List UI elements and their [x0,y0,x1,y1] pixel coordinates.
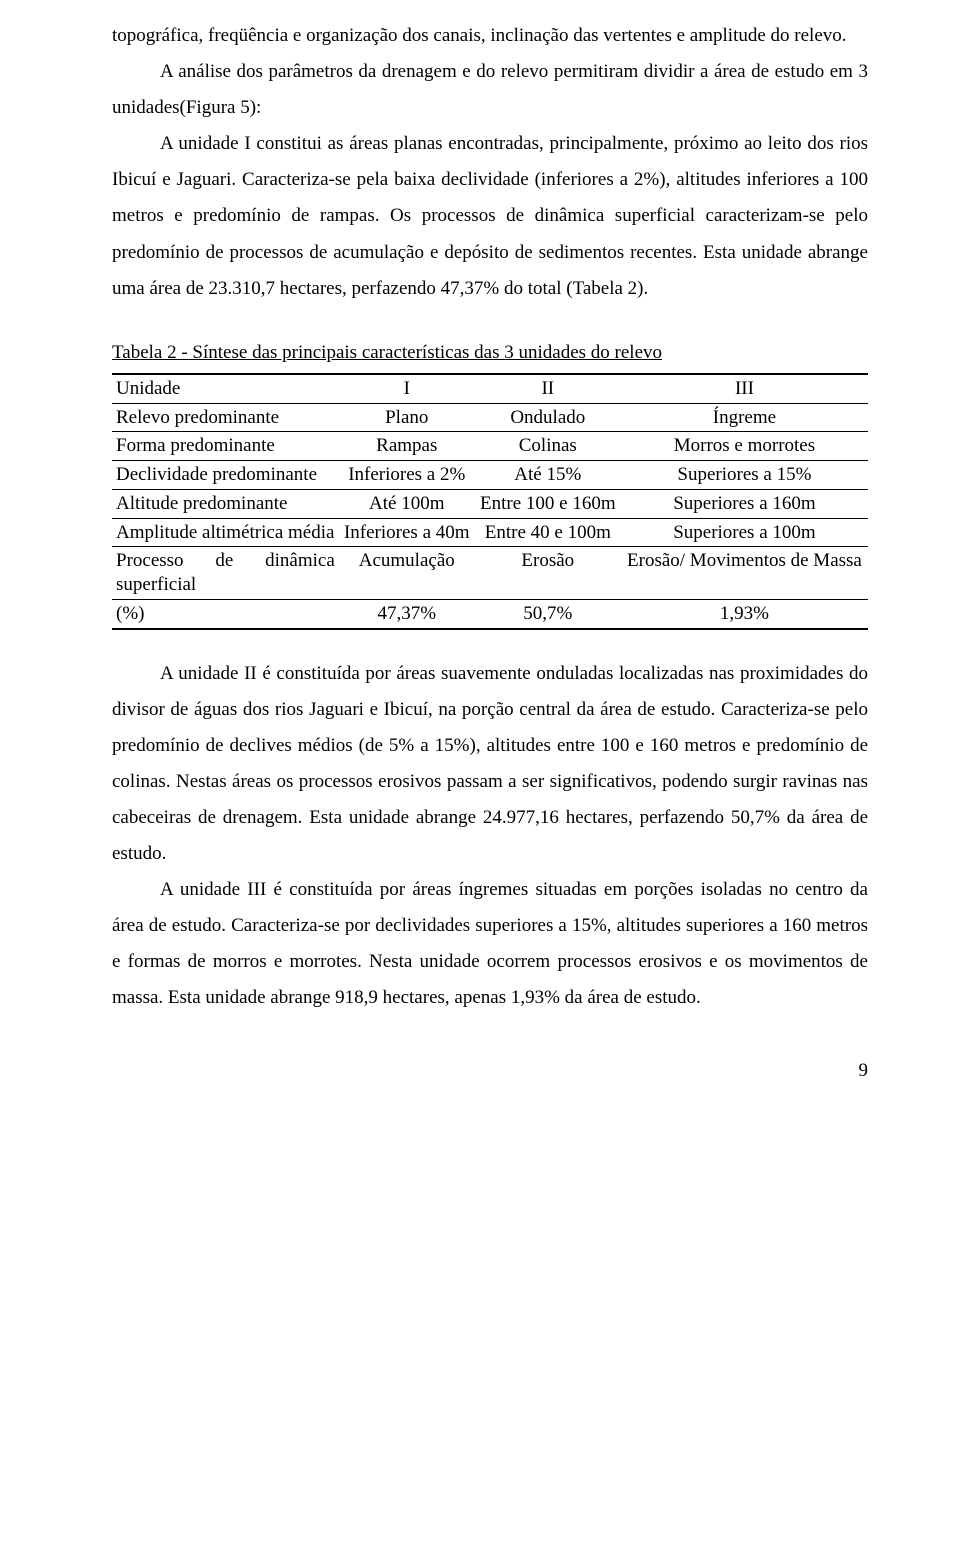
table-row: Relevo predominante Plano Ondulado Íngre… [112,403,868,432]
cell: Erosão/ Movimentos de Massa [621,547,868,600]
cell: 50,7% [475,599,621,628]
table-row: Altitude predominante Até 100m Entre 100… [112,489,868,518]
cell: Morros e morrotes [621,432,868,461]
cell: Superiores a 160m [621,489,868,518]
cell: Superiores a 15% [621,461,868,490]
paragraph-2: A análise dos parâmetros da drenagem e d… [112,54,868,126]
cell: Superiores a 100m [621,518,868,547]
cell-label: Altitude predominante [112,489,339,518]
document-page: topográfica, freqüência e organização do… [0,0,960,1129]
paragraph-4: A unidade II é constituída por áreas sua… [112,656,868,873]
cell: Entre 40 e 100m [475,518,621,547]
cell-label: (%) [112,599,339,628]
table-row: Forma predominante Rampas Colinas Morros… [112,432,868,461]
cell: Erosão [475,547,621,600]
cell: Acumulação [339,547,475,600]
cell: Até 15% [475,461,621,490]
table-header-row: Unidade I II III [112,374,868,403]
cell: Colinas [475,432,621,461]
table-caption: Tabela 2 - Síntese das principais caract… [112,335,868,371]
cell: Íngreme [621,403,868,432]
cell-label: Relevo predominante [112,403,339,432]
page-number: 9 [112,1053,868,1089]
paragraph-1: topográfica, freqüência e organização do… [112,18,868,54]
cell: Entre 100 e 160m [475,489,621,518]
cell: 1,93% [621,599,868,628]
cell: 47,37% [339,599,475,628]
cell: Rampas [339,432,475,461]
table-row: Amplitude altimétrica média Inferiores a… [112,518,868,547]
table-row: (%) 47,37% 50,7% 1,93% [112,599,868,628]
table-row: Declividade predominante Inferiores a 2%… [112,461,868,490]
cell: Ondulado [475,403,621,432]
header-unidade: Unidade [112,374,339,403]
header-iii: III [621,374,868,403]
paragraph-5: A unidade III é constituída por áreas ín… [112,872,868,1016]
cell-label: Declividade predominante [112,461,339,490]
cell: Até 100m [339,489,475,518]
cell-label: Forma predominante [112,432,339,461]
cell-label: Processo de dinâmica superficial [112,547,339,600]
cell: Plano [339,403,475,432]
relief-units-table: Unidade I II III Relevo predominante Pla… [112,373,868,630]
cell-label: Amplitude altimétrica média [112,518,339,547]
table-row: Processo de dinâmica superficial Acumula… [112,547,868,600]
cell: Inferiores a 2% [339,461,475,490]
paragraph-3: A unidade I constitui as áreas planas en… [112,126,868,306]
header-ii: II [475,374,621,403]
header-i: I [339,374,475,403]
cell: Inferiores a 40m [339,518,475,547]
